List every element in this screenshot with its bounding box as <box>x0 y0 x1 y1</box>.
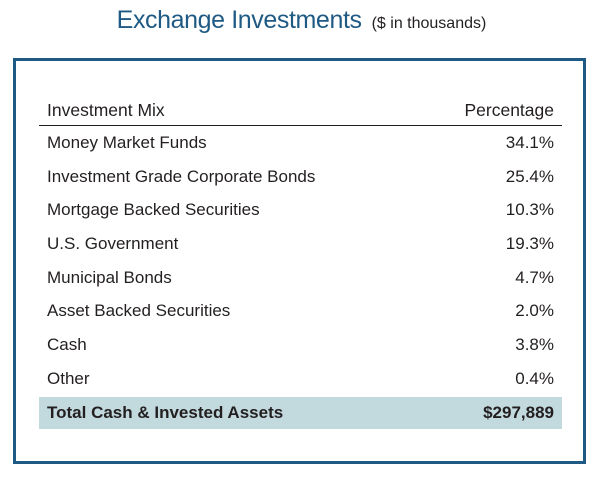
table-frame <box>13 58 586 464</box>
page-title: Exchange Investments <box>116 6 362 34</box>
row-label: Mortgage Backed Securities <box>47 200 260 220</box>
table-row: Municipal Bonds 4.7% <box>39 261 562 295</box>
row-percentage: 3.8% <box>515 334 554 354</box>
row-percentage: 4.7% <box>515 267 554 287</box>
row-percentage: 19.3% <box>505 233 554 253</box>
table-row: Investment Grade Corporate Bonds 25.4% <box>39 160 562 194</box>
row-percentage: 34.1% <box>505 132 554 152</box>
row-label: Municipal Bonds <box>47 267 172 287</box>
row-label: Other <box>47 368 90 388</box>
row-percentage: 25.4% <box>505 166 554 186</box>
row-percentage: 10.3% <box>505 200 554 220</box>
investment-table: Investment Mix Percentage Money Market F… <box>39 96 562 429</box>
header-percentage: Percentage <box>464 100 554 120</box>
row-label: U.S. Government <box>47 233 179 253</box>
row-percentage: 2.0% <box>515 301 554 321</box>
table-header-row: Investment Mix Percentage <box>39 96 562 126</box>
row-label: Asset Backed Securities <box>47 301 231 321</box>
page-heading: Exchange Investments ($ in thousands) <box>0 6 603 35</box>
total-value: $297,889 <box>483 402 554 422</box>
row-percentage: 0.4% <box>515 368 554 388</box>
row-label: Investment Grade Corporate Bonds <box>47 166 316 186</box>
row-label: Cash <box>47 334 87 354</box>
total-label: Total Cash & Invested Assets <box>47 402 284 422</box>
table-row: Money Market Funds 34.1% <box>39 126 562 160</box>
header-investment-mix: Investment Mix <box>47 100 165 120</box>
table-row: Mortgage Backed Securities 10.3% <box>39 193 562 227</box>
total-row: Total Cash & Invested Assets $297,889 <box>39 396 562 429</box>
page-subtitle: ($ in thousands) <box>371 15 487 32</box>
row-label: Money Market Funds <box>47 132 207 152</box>
table-row: Other 0.4% <box>39 362 562 396</box>
table-row: Asset Backed Securities 2.0% <box>39 294 562 328</box>
table-row: Cash 3.8% <box>39 328 562 362</box>
table-row: U.S. Government 19.3% <box>39 227 562 261</box>
